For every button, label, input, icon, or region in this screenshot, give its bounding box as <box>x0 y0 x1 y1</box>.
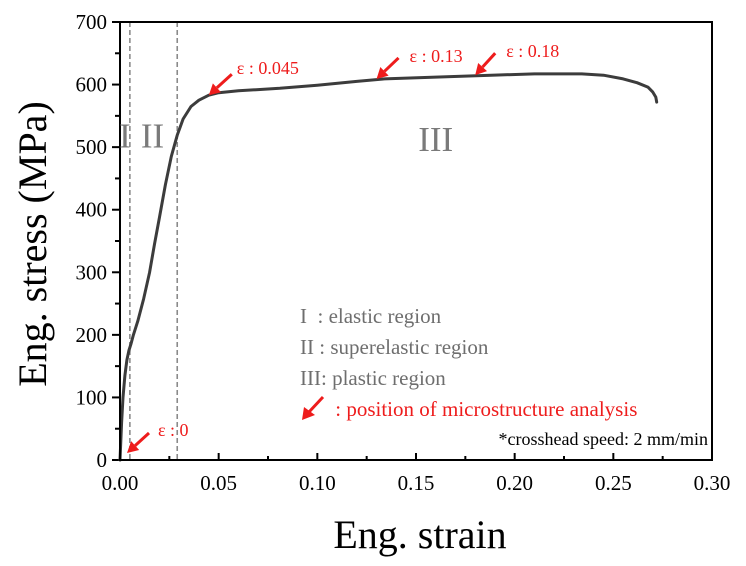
y-tick-label: 700 <box>76 10 108 34</box>
tick-labels: 0.00 0.05 0.10 0.15 0.20 0.25 0.30 0 100 200 300 40… <box>76 10 731 495</box>
annotation-label: ε : 0.13 <box>410 46 463 66</box>
annotation-label: ε : 0.18 <box>506 41 559 61</box>
x-tick-label: 0.10 <box>299 471 336 495</box>
y-axis-title: Eng. stress (MPa) <box>10 101 55 387</box>
annotation-arrow-shaft <box>481 52 497 69</box>
annotation-arrow-shaft <box>215 73 233 89</box>
legend-marker-2: II <box>300 335 314 359</box>
annotation-0: ε : 0 <box>127 420 189 453</box>
stress-strain-curve <box>118 72 659 462</box>
x-tick-label: 0.00 <box>102 471 139 495</box>
curve-layer <box>118 72 659 462</box>
annotations: ε : 0 ε : 0.045 ε : 0.13 ε : 0.18 <box>127 41 559 453</box>
legend-arrow-icon <box>302 395 325 420</box>
annotation-arrow-head <box>475 63 488 76</box>
legend-label-3: : plastic region <box>321 366 446 390</box>
x-tick-label: 0.20 <box>496 471 533 495</box>
legend-label-2: : superelastic region <box>314 335 489 359</box>
y-tick-label: 600 <box>76 73 108 97</box>
x-tick-label: 0.25 <box>595 471 632 495</box>
x-tick-label: 0.15 <box>398 471 435 495</box>
region-label-I: I <box>119 117 131 156</box>
legend-entry-plastic: III: plastic region <box>300 366 446 390</box>
legend-entry-elastic: I : elastic region <box>300 304 442 328</box>
region-labels: I II III <box>119 117 453 159</box>
y-tick-label: 400 <box>76 198 108 222</box>
annotation-arrow-shaft <box>134 431 151 447</box>
axis-ticks <box>112 21 713 461</box>
legend: I : elastic region II : superelastic reg… <box>300 304 708 449</box>
legend-entry-superelastic: II : superelastic region <box>300 335 489 359</box>
annotation-arrow-shaft <box>383 56 400 73</box>
x-axis-title: Eng. strain <box>333 512 506 557</box>
annotation-label: ε : 0.045 <box>237 58 299 78</box>
y-tick-label: 0 <box>97 448 108 472</box>
annotation-3: ε : 0.18 <box>475 41 559 76</box>
crosshead-speed-note: *crosshead speed: 2 mm/min <box>499 429 708 449</box>
annotation-arrow-head <box>208 83 221 96</box>
y-tick-label: 100 <box>76 385 108 409</box>
region-dividers <box>129 22 179 460</box>
region-label-II: II <box>141 117 164 156</box>
annotation-1: ε : 0.045 <box>208 58 299 96</box>
x-tick-label: 0.30 <box>694 471 731 495</box>
legend-label-1: : elastic region <box>307 304 442 328</box>
region-label-III: III <box>418 120 453 159</box>
legend-label-4: : position of microstructure analysis <box>330 397 637 421</box>
y-tick-label: 200 <box>76 323 108 347</box>
plot-frame <box>119 21 713 461</box>
legend-marker-1: I <box>300 304 307 328</box>
x-tick-label: 0.05 <box>200 471 237 495</box>
legend-marker-3: III <box>300 366 321 390</box>
annotation-label: ε : 0 <box>158 420 189 440</box>
annotation-arrow-head <box>127 441 140 453</box>
annotation-arrow-head <box>376 67 389 79</box>
y-tick-label: 500 <box>76 135 108 159</box>
y-tick-label: 300 <box>76 260 108 284</box>
annotation-2: ε : 0.13 <box>376 46 463 79</box>
